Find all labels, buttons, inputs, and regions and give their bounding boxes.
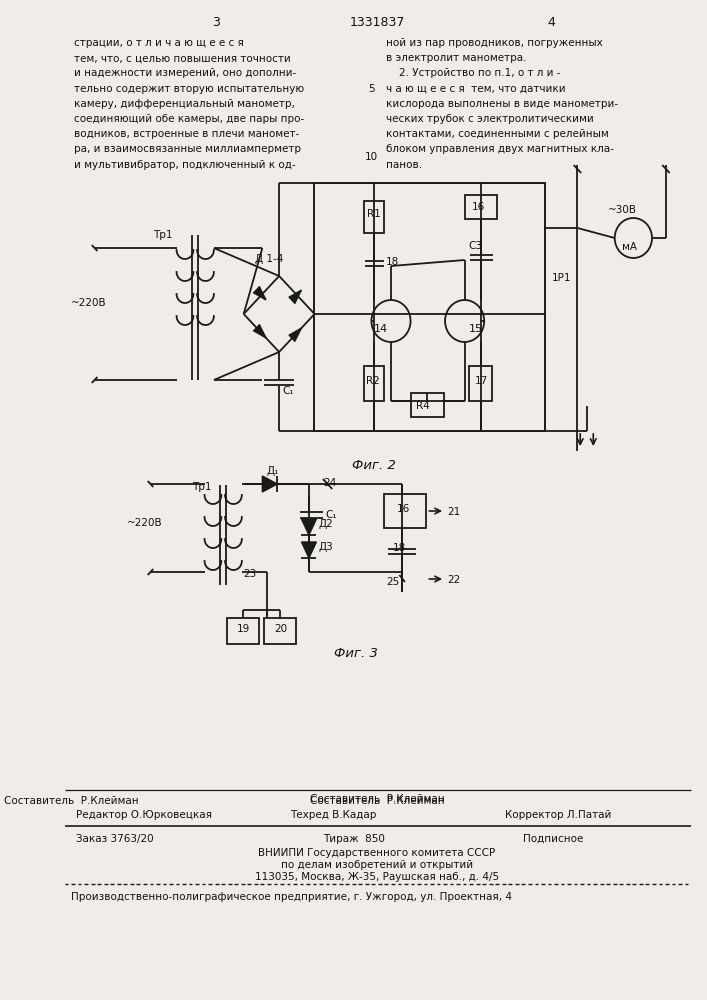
Text: Фиг. 2: Фиг. 2: [352, 459, 396, 472]
Text: С₁: С₁: [326, 510, 337, 520]
Text: блоком управления двух магнитных кла-: блоком управления двух магнитных кла-: [386, 144, 614, 154]
Text: ~220В: ~220В: [71, 298, 107, 308]
Text: ~30В: ~30В: [608, 205, 637, 215]
Text: Составитель  Р.Клейман: Составитель Р.Клейман: [310, 796, 444, 806]
Text: 5: 5: [368, 84, 375, 94]
Text: С3: С3: [468, 241, 482, 251]
Text: 14: 14: [374, 324, 388, 334]
Text: 20: 20: [274, 624, 288, 634]
Text: Заказ 3763/20: Заказ 3763/20: [76, 834, 153, 844]
Polygon shape: [254, 287, 266, 300]
Polygon shape: [254, 325, 266, 338]
Text: С₁: С₁: [283, 386, 295, 396]
Text: водников, встроенные в плечи маномет-: водников, встроенные в плечи маномет-: [74, 129, 299, 139]
Text: ~220В: ~220В: [127, 518, 163, 528]
Text: и надежности измерений, оно дополни-: и надежности измерений, оно дополни-: [74, 68, 296, 78]
Text: и мультивибратор, подключенный к од-: и мультивибратор, подключенный к од-: [74, 160, 296, 170]
Text: Фиг. 3: Фиг. 3: [334, 647, 378, 660]
Bar: [364, 366, 385, 401]
Text: Подписное: Подписное: [523, 834, 584, 844]
Text: R4: R4: [416, 401, 430, 411]
Bar: [469, 366, 491, 401]
Polygon shape: [289, 290, 301, 303]
Text: панов.: панов.: [386, 160, 423, 170]
Bar: [364, 201, 385, 233]
Text: ной из пар проводников, погруженных: ной из пар проводников, погруженных: [386, 38, 603, 48]
Text: 24: 24: [323, 478, 337, 488]
Text: ра, и взаимосвязанные миллиамперметр: ра, и взаимосвязанные миллиамперметр: [74, 144, 301, 154]
Bar: [464, 195, 497, 219]
Text: Производственно-полиграфическое предприятие, г. Ужгород, ул. Проектная, 4: Производственно-полиграфическое предприя…: [71, 892, 513, 902]
Text: мА: мА: [622, 242, 637, 252]
Text: R1: R1: [367, 209, 380, 219]
Text: 17: 17: [475, 376, 488, 386]
Text: Д₁: Д₁: [266, 466, 279, 476]
Text: камеру, дифференциальный манометр,: камеру, дифференциальный манометр,: [74, 99, 295, 109]
Text: контактами, соединенными с релейным: контактами, соединенными с релейным: [386, 129, 609, 139]
Text: ч а ю щ е е с я  тем, что датчики: ч а ю щ е е с я тем, что датчики: [386, 84, 566, 94]
Bar: [227, 618, 259, 644]
Text: 21: 21: [447, 507, 460, 517]
Text: по делам изобретений и открытий: по делам изобретений и открытий: [281, 860, 473, 870]
Polygon shape: [262, 476, 277, 492]
Text: Тр1: Тр1: [153, 230, 173, 240]
Bar: [411, 393, 444, 417]
Text: Тираж  850: Тираж 850: [323, 834, 385, 844]
Polygon shape: [289, 328, 301, 341]
Text: соединяющий обе камеры, две пары про-: соединяющий обе камеры, две пары про-: [74, 114, 304, 124]
Text: 22: 22: [447, 575, 460, 585]
Text: 16: 16: [397, 504, 410, 514]
Text: в электролит манометра.: в электролит манометра.: [386, 53, 527, 63]
Text: Д 1-4: Д 1-4: [255, 254, 284, 264]
Text: 19: 19: [237, 624, 250, 634]
Text: Корректор Л.Патай: Корректор Л.Патай: [505, 810, 611, 820]
Text: 3: 3: [212, 16, 220, 29]
Bar: [314, 183, 545, 431]
Text: тельно содержит вторую испытательную: тельно содержит вторую испытательную: [74, 84, 304, 94]
Text: тем, что, с целью повышения точности: тем, что, с целью повышения точности: [74, 53, 291, 63]
Text: 4: 4: [547, 16, 555, 29]
Text: Редактор О.Юрковецкая: Редактор О.Юрковецкая: [76, 810, 212, 820]
Text: 25: 25: [386, 577, 399, 587]
Text: ВНИИПИ Государственного комитета СССР: ВНИИПИ Государственного комитета СССР: [258, 848, 496, 858]
Bar: [383, 494, 426, 528]
Text: Техред В.Кадар: Техред В.Кадар: [291, 810, 377, 820]
Text: 1Р1: 1Р1: [552, 273, 572, 283]
Text: 23: 23: [244, 569, 257, 579]
Text: ческих трубок с электролитическими: ческих трубок с электролитическими: [386, 114, 594, 124]
Text: Д2: Д2: [318, 519, 333, 529]
Text: страции, о т л и ч а ю щ е е с я: страции, о т л и ч а ю щ е е с я: [74, 38, 244, 48]
Text: Составитель  Р.Клейман: Составитель Р.Клейман: [310, 794, 444, 804]
Polygon shape: [301, 542, 317, 558]
Polygon shape: [301, 519, 317, 535]
Text: R2: R2: [366, 376, 380, 386]
Text: 16: 16: [472, 202, 485, 212]
Text: кислорода выполнены в виде манометри-: кислорода выполнены в виде манометри-: [386, 99, 619, 109]
Text: 2. Устройство по п.1, о т л и -: 2. Устройство по п.1, о т л и -: [386, 68, 561, 78]
Text: 18: 18: [385, 257, 399, 267]
Text: Тр1: Тр1: [192, 482, 212, 492]
Text: 1331837: 1331837: [349, 16, 404, 29]
Text: 10: 10: [365, 152, 378, 162]
Text: 113035, Москва, Ж-35, Раушская наб., д. 4/5: 113035, Москва, Ж-35, Раушская наб., д. …: [255, 872, 499, 882]
Text: 18: 18: [393, 543, 406, 553]
Text: Составитель  Р.Клейман: Составитель Р.Клейман: [4, 796, 139, 806]
Bar: [264, 618, 296, 644]
Text: 15: 15: [469, 324, 484, 334]
Text: Д3: Д3: [318, 542, 333, 552]
